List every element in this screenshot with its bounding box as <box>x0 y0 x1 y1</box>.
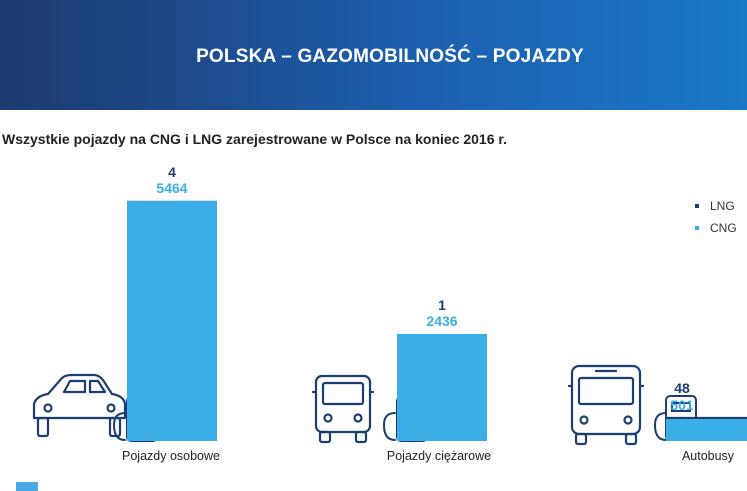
legend-label-cng: CNG <box>710 221 737 235</box>
legend-swatch-lng <box>695 204 699 208</box>
lng-value-label: 48 <box>674 380 690 396</box>
category-label: Pojazdy ciężarowe <box>387 449 491 463</box>
page-title: POLSKA – GAZOMOBILNOŚĆ – POJAZDY <box>196 46 584 67</box>
bar-pojazdy-ciezarowe-cng <box>397 334 487 441</box>
cng-value-label: 5464 <box>156 180 187 196</box>
car-icon <box>32 373 127 438</box>
legend-swatch-cng <box>695 226 699 230</box>
header-banner: POLSKA – GAZOMOBILNOŚĆ – POJAZDY <box>0 0 747 110</box>
truck-icon <box>311 374 375 444</box>
corner-decoration <box>16 482 38 491</box>
bar-autobusy-lng <box>666 416 747 419</box>
category-label: Autobusy <box>682 449 735 463</box>
lng-value-label: 4 <box>168 164 176 180</box>
cng-value-label: 2436 <box>426 313 457 329</box>
category-label: Pojazdy osobowe <box>122 449 220 463</box>
bar-autobusy-cng <box>666 418 747 441</box>
bus-icon <box>567 364 645 446</box>
lng-value-label: 1 <box>438 297 446 313</box>
cng-value-label: 501 <box>670 397 694 413</box>
chart-title: Wszystkie pojazdy na CNG i LNG zarejestr… <box>2 131 507 147</box>
bar-pojazdy-osobowe-cng <box>127 201 217 441</box>
legend-label-lng: LNG <box>710 199 735 213</box>
